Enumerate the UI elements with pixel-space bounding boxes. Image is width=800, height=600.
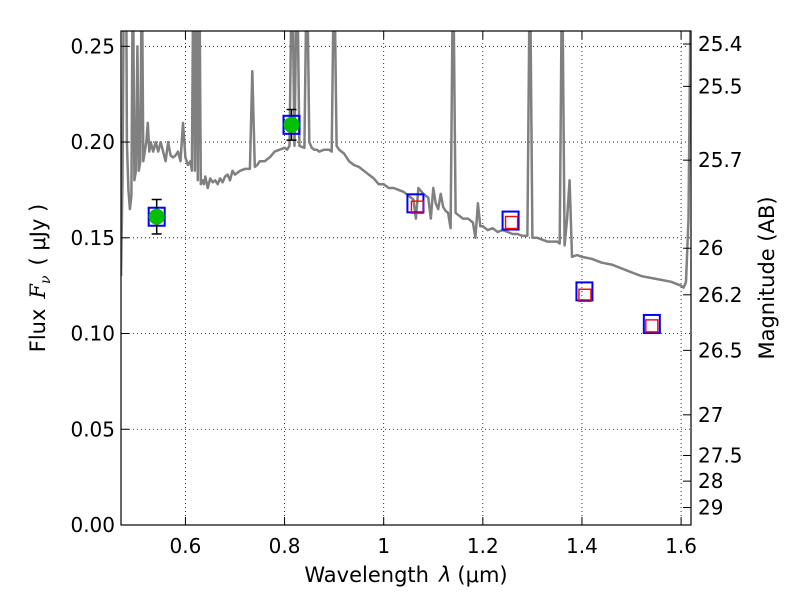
y-tick-label: 0.00	[70, 513, 115, 537]
observed-flux-box	[645, 319, 659, 333]
y-axis-label: FluxFν( μJy )	[26, 204, 54, 352]
x-tick-label: 1.2	[467, 534, 499, 558]
model-photometry-box	[501, 210, 520, 231]
y2-tick-label: 26.5	[698, 338, 743, 362]
model-photometry-box	[575, 281, 594, 302]
model-photometry-box	[642, 313, 661, 334]
y-tick-label: 0.05	[70, 417, 115, 441]
observed-flux-point	[148, 208, 165, 225]
y2-tick-label: 28	[698, 469, 723, 493]
observed-flux-box	[578, 288, 592, 302]
y-tick-label: 0.10	[70, 322, 115, 346]
observed-flux-box	[504, 215, 519, 230]
x-tick-label: 1.4	[566, 534, 598, 558]
y2-tick-label: 25.7	[698, 148, 743, 172]
y2-axis-label: Magnitude (AB)	[755, 196, 779, 359]
y2-tick-label: 25.4	[698, 32, 743, 56]
y2-tick-label: 27	[698, 403, 723, 427]
y-tick-label: 0.25	[70, 34, 115, 58]
y2-tick-label: 26	[698, 236, 723, 260]
x-tick-label: 1	[377, 534, 390, 558]
y2-tick-label: 25.5	[698, 74, 743, 98]
model-spectrum-line	[121, 31, 691, 289]
model-spectrum-group	[121, 31, 691, 289]
y-tick-label: 0.20	[70, 130, 115, 154]
photometry-points	[147, 108, 661, 334]
x-tick-label: 0.6	[170, 534, 202, 558]
observed-flux-box	[410, 200, 425, 214]
y2-tick-label: 26.2	[698, 283, 743, 307]
plot-background	[121, 31, 691, 525]
x-tick-label: 1.6	[665, 534, 697, 558]
y2-tick-label: 29	[698, 496, 723, 520]
observed-flux-point	[283, 116, 300, 133]
x-axis-label: Wavelength λ (μm)	[304, 563, 507, 587]
plot-frame	[120, 30, 692, 526]
y2-tick-label: 27.5	[698, 443, 743, 467]
axis-ticks: 0.6 0.8 1 1.2 1.4 1.6 0.00 0.05 0.10 0.15 0.20 0.25…	[70, 31, 743, 558]
x-tick-label: 0.8	[269, 534, 301, 558]
y-tick-label: 0.15	[70, 226, 115, 250]
